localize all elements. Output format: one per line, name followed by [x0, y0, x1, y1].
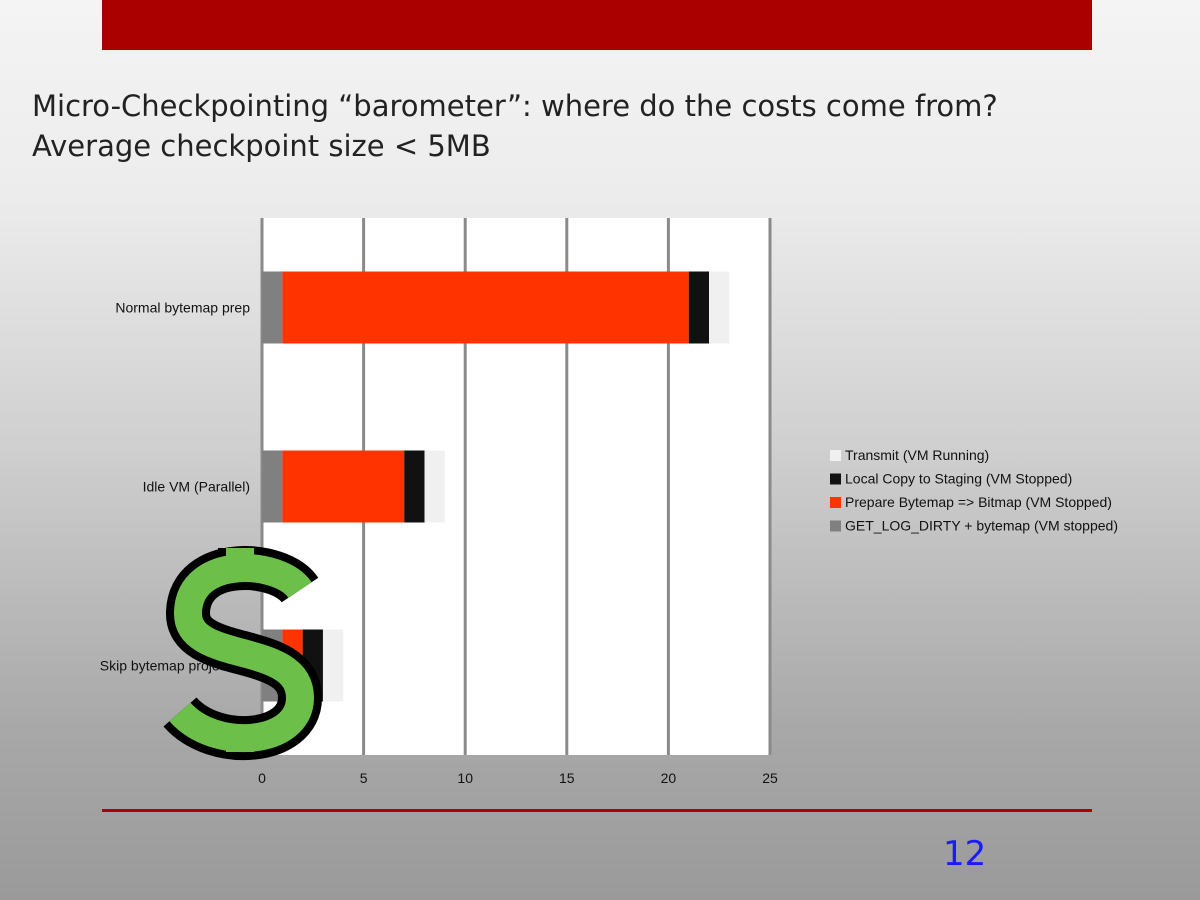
slide-title: Micro-Checkpointing “barometer”: where d…	[32, 86, 998, 166]
x-tick-label: 20	[661, 770, 677, 786]
header-bar	[102, 0, 1092, 50]
x-tick-label: 5	[360, 770, 368, 786]
legend-swatch	[830, 497, 841, 508]
title-line-1: Micro-Checkpointing “barometer”: where d…	[32, 89, 998, 123]
bar-segment	[709, 271, 730, 344]
bar-segment	[322, 629, 344, 702]
legend-swatch	[830, 450, 841, 461]
title-line-2: Average checkpoint size < 5MB	[32, 129, 491, 163]
bar-segment	[688, 271, 710, 344]
category-label: Normal bytemap prep	[115, 300, 250, 316]
bar-segment	[282, 450, 405, 523]
legend-label: Prepare Bytemap => Bitmap (VM Stopped)	[845, 494, 1112, 510]
bar-segment	[404, 450, 425, 523]
bar-segment	[424, 450, 445, 523]
bar-segment	[262, 450, 283, 523]
x-tick-label: 25	[762, 770, 778, 786]
footer-divider	[102, 809, 1092, 812]
bar-segment	[262, 271, 283, 344]
x-tick-label: 15	[559, 770, 575, 786]
page-number: 12	[943, 834, 987, 874]
legend-swatch	[830, 520, 841, 532]
category-label: Idle VM (Parallel)	[143, 479, 250, 495]
x-tick-label: 0	[258, 770, 266, 786]
dollar-sign-icon	[163, 546, 322, 761]
legend-label: GET_LOG_DIRTY + bytemap (VM stopped)	[845, 518, 1118, 534]
x-tick-label: 10	[457, 770, 473, 786]
legend-label: Transmit (VM Running)	[845, 447, 989, 463]
legend-label: Local Copy to Staging (VM Stopped)	[845, 471, 1072, 487]
legend-swatch	[830, 473, 841, 485]
bar-segment	[282, 271, 689, 344]
